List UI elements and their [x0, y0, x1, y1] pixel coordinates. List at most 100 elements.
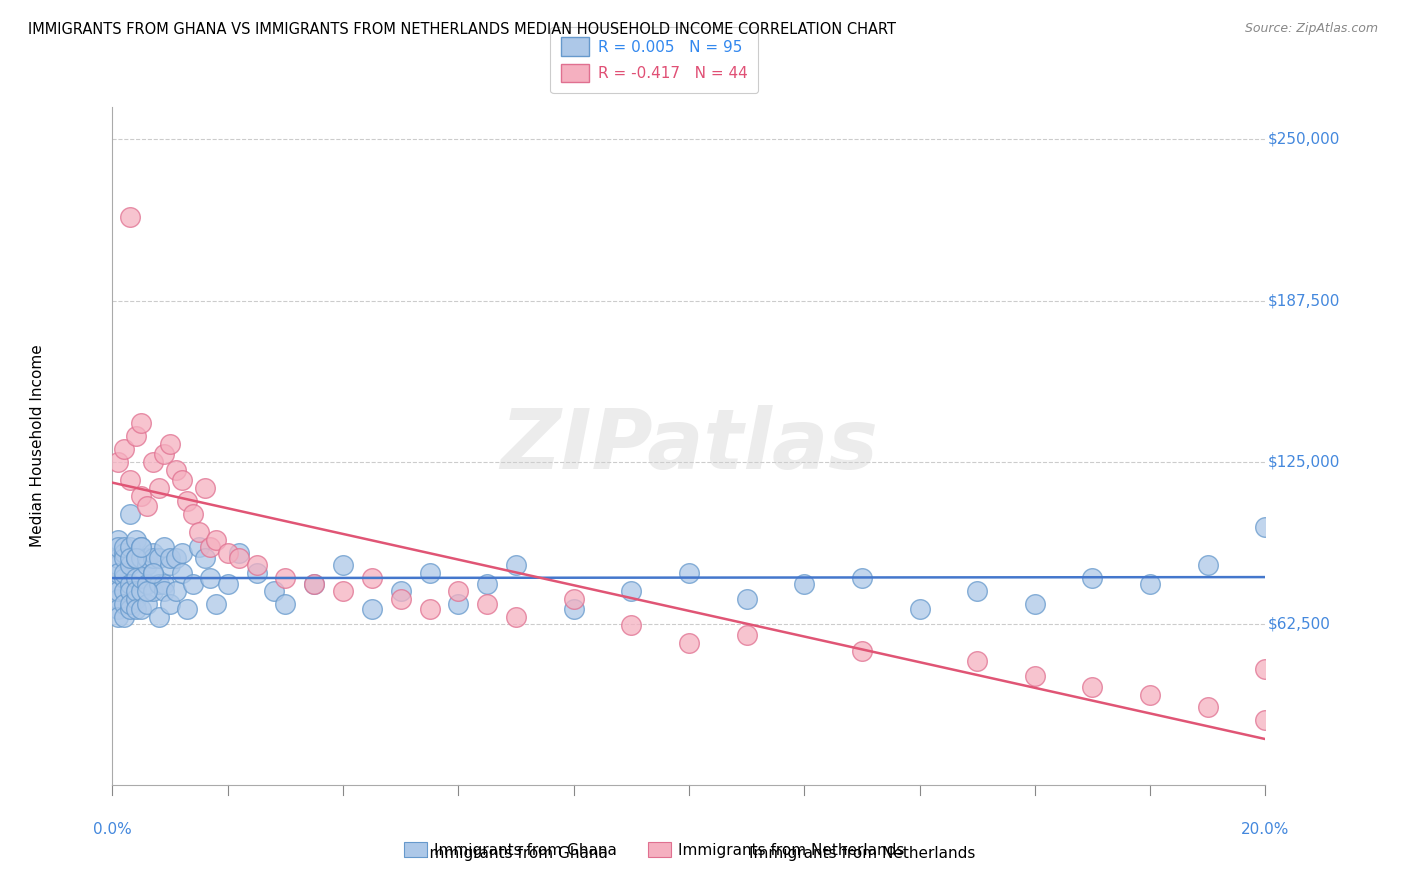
Point	[194, 550, 217, 565]
Point	[153, 584, 176, 599]
Point	[966, 654, 988, 668]
Point	[112, 566, 135, 581]
Point	[505, 610, 527, 624]
Point	[475, 576, 498, 591]
Point	[124, 533, 146, 547]
Point	[793, 576, 815, 591]
Point	[124, 550, 146, 565]
Point	[118, 541, 141, 555]
Point	[165, 463, 187, 477]
Point	[159, 437, 181, 451]
Point	[129, 550, 153, 565]
Point	[1254, 662, 1277, 676]
Point	[124, 429, 146, 443]
Point	[176, 494, 198, 508]
Point	[136, 584, 159, 599]
Point	[200, 571, 222, 585]
Point	[304, 576, 326, 591]
Point	[118, 210, 141, 224]
Point	[447, 597, 470, 611]
Point	[159, 550, 181, 565]
Point	[136, 558, 159, 573]
Point	[112, 597, 135, 611]
Point	[1254, 714, 1277, 728]
Text: $187,500: $187,500	[1268, 293, 1340, 309]
Point	[129, 584, 153, 599]
Point	[908, 602, 931, 616]
Point	[129, 602, 153, 616]
Point	[159, 558, 181, 573]
Point	[129, 541, 153, 555]
Point	[112, 584, 135, 599]
Point	[1081, 680, 1104, 694]
Point	[136, 550, 159, 565]
Text: $125,000: $125,000	[1268, 455, 1340, 470]
Point	[124, 584, 146, 599]
Point	[112, 442, 135, 457]
Point	[304, 576, 326, 591]
Point	[1139, 688, 1161, 702]
Point	[1139, 576, 1161, 591]
Point	[118, 584, 141, 599]
Point	[419, 566, 441, 581]
Text: $62,500: $62,500	[1268, 616, 1330, 631]
Point	[165, 584, 187, 599]
Point	[1024, 597, 1046, 611]
Point	[129, 489, 153, 503]
Point	[447, 584, 470, 599]
Point	[678, 566, 700, 581]
Point	[136, 597, 159, 611]
Point	[205, 597, 228, 611]
Point	[181, 576, 204, 591]
Text: 20.0%: 20.0%	[1241, 822, 1289, 838]
Point	[142, 545, 165, 559]
Point	[107, 541, 129, 555]
Point	[107, 592, 129, 607]
Point	[620, 617, 643, 632]
Point	[966, 584, 988, 599]
Point	[148, 610, 170, 624]
Point	[1254, 519, 1277, 533]
Point	[107, 550, 129, 565]
Point	[118, 602, 141, 616]
Point	[112, 550, 135, 565]
Point	[245, 558, 267, 573]
Point	[360, 602, 382, 616]
Point	[194, 481, 217, 495]
Point	[228, 550, 250, 565]
Text: 0.0%: 0.0%	[93, 822, 132, 838]
Point	[107, 455, 129, 469]
Point	[274, 571, 297, 585]
Point	[188, 524, 211, 539]
Point	[165, 550, 187, 565]
Point	[129, 417, 153, 431]
Point	[188, 541, 211, 555]
Point	[118, 473, 141, 487]
Point	[360, 571, 382, 585]
Point	[620, 584, 643, 599]
Point	[129, 571, 153, 585]
Point	[263, 584, 285, 599]
Point	[245, 566, 267, 581]
Point	[107, 566, 129, 581]
Text: Median Household Income: Median Household Income	[30, 344, 45, 548]
Point	[1197, 558, 1219, 573]
Point	[159, 597, 181, 611]
Point	[735, 592, 758, 607]
Point	[176, 602, 198, 616]
Point	[112, 545, 135, 559]
Point	[118, 550, 141, 565]
Point	[217, 576, 239, 591]
Point	[124, 550, 146, 565]
Point	[107, 533, 129, 547]
Text: ZIPatlas: ZIPatlas	[501, 406, 877, 486]
Point	[142, 566, 165, 581]
Point	[153, 447, 176, 461]
Point	[205, 533, 228, 547]
Point	[112, 541, 135, 555]
Point	[107, 610, 129, 624]
Point	[1081, 571, 1104, 585]
Point	[200, 541, 222, 555]
Point	[148, 576, 170, 591]
Point	[562, 592, 585, 607]
